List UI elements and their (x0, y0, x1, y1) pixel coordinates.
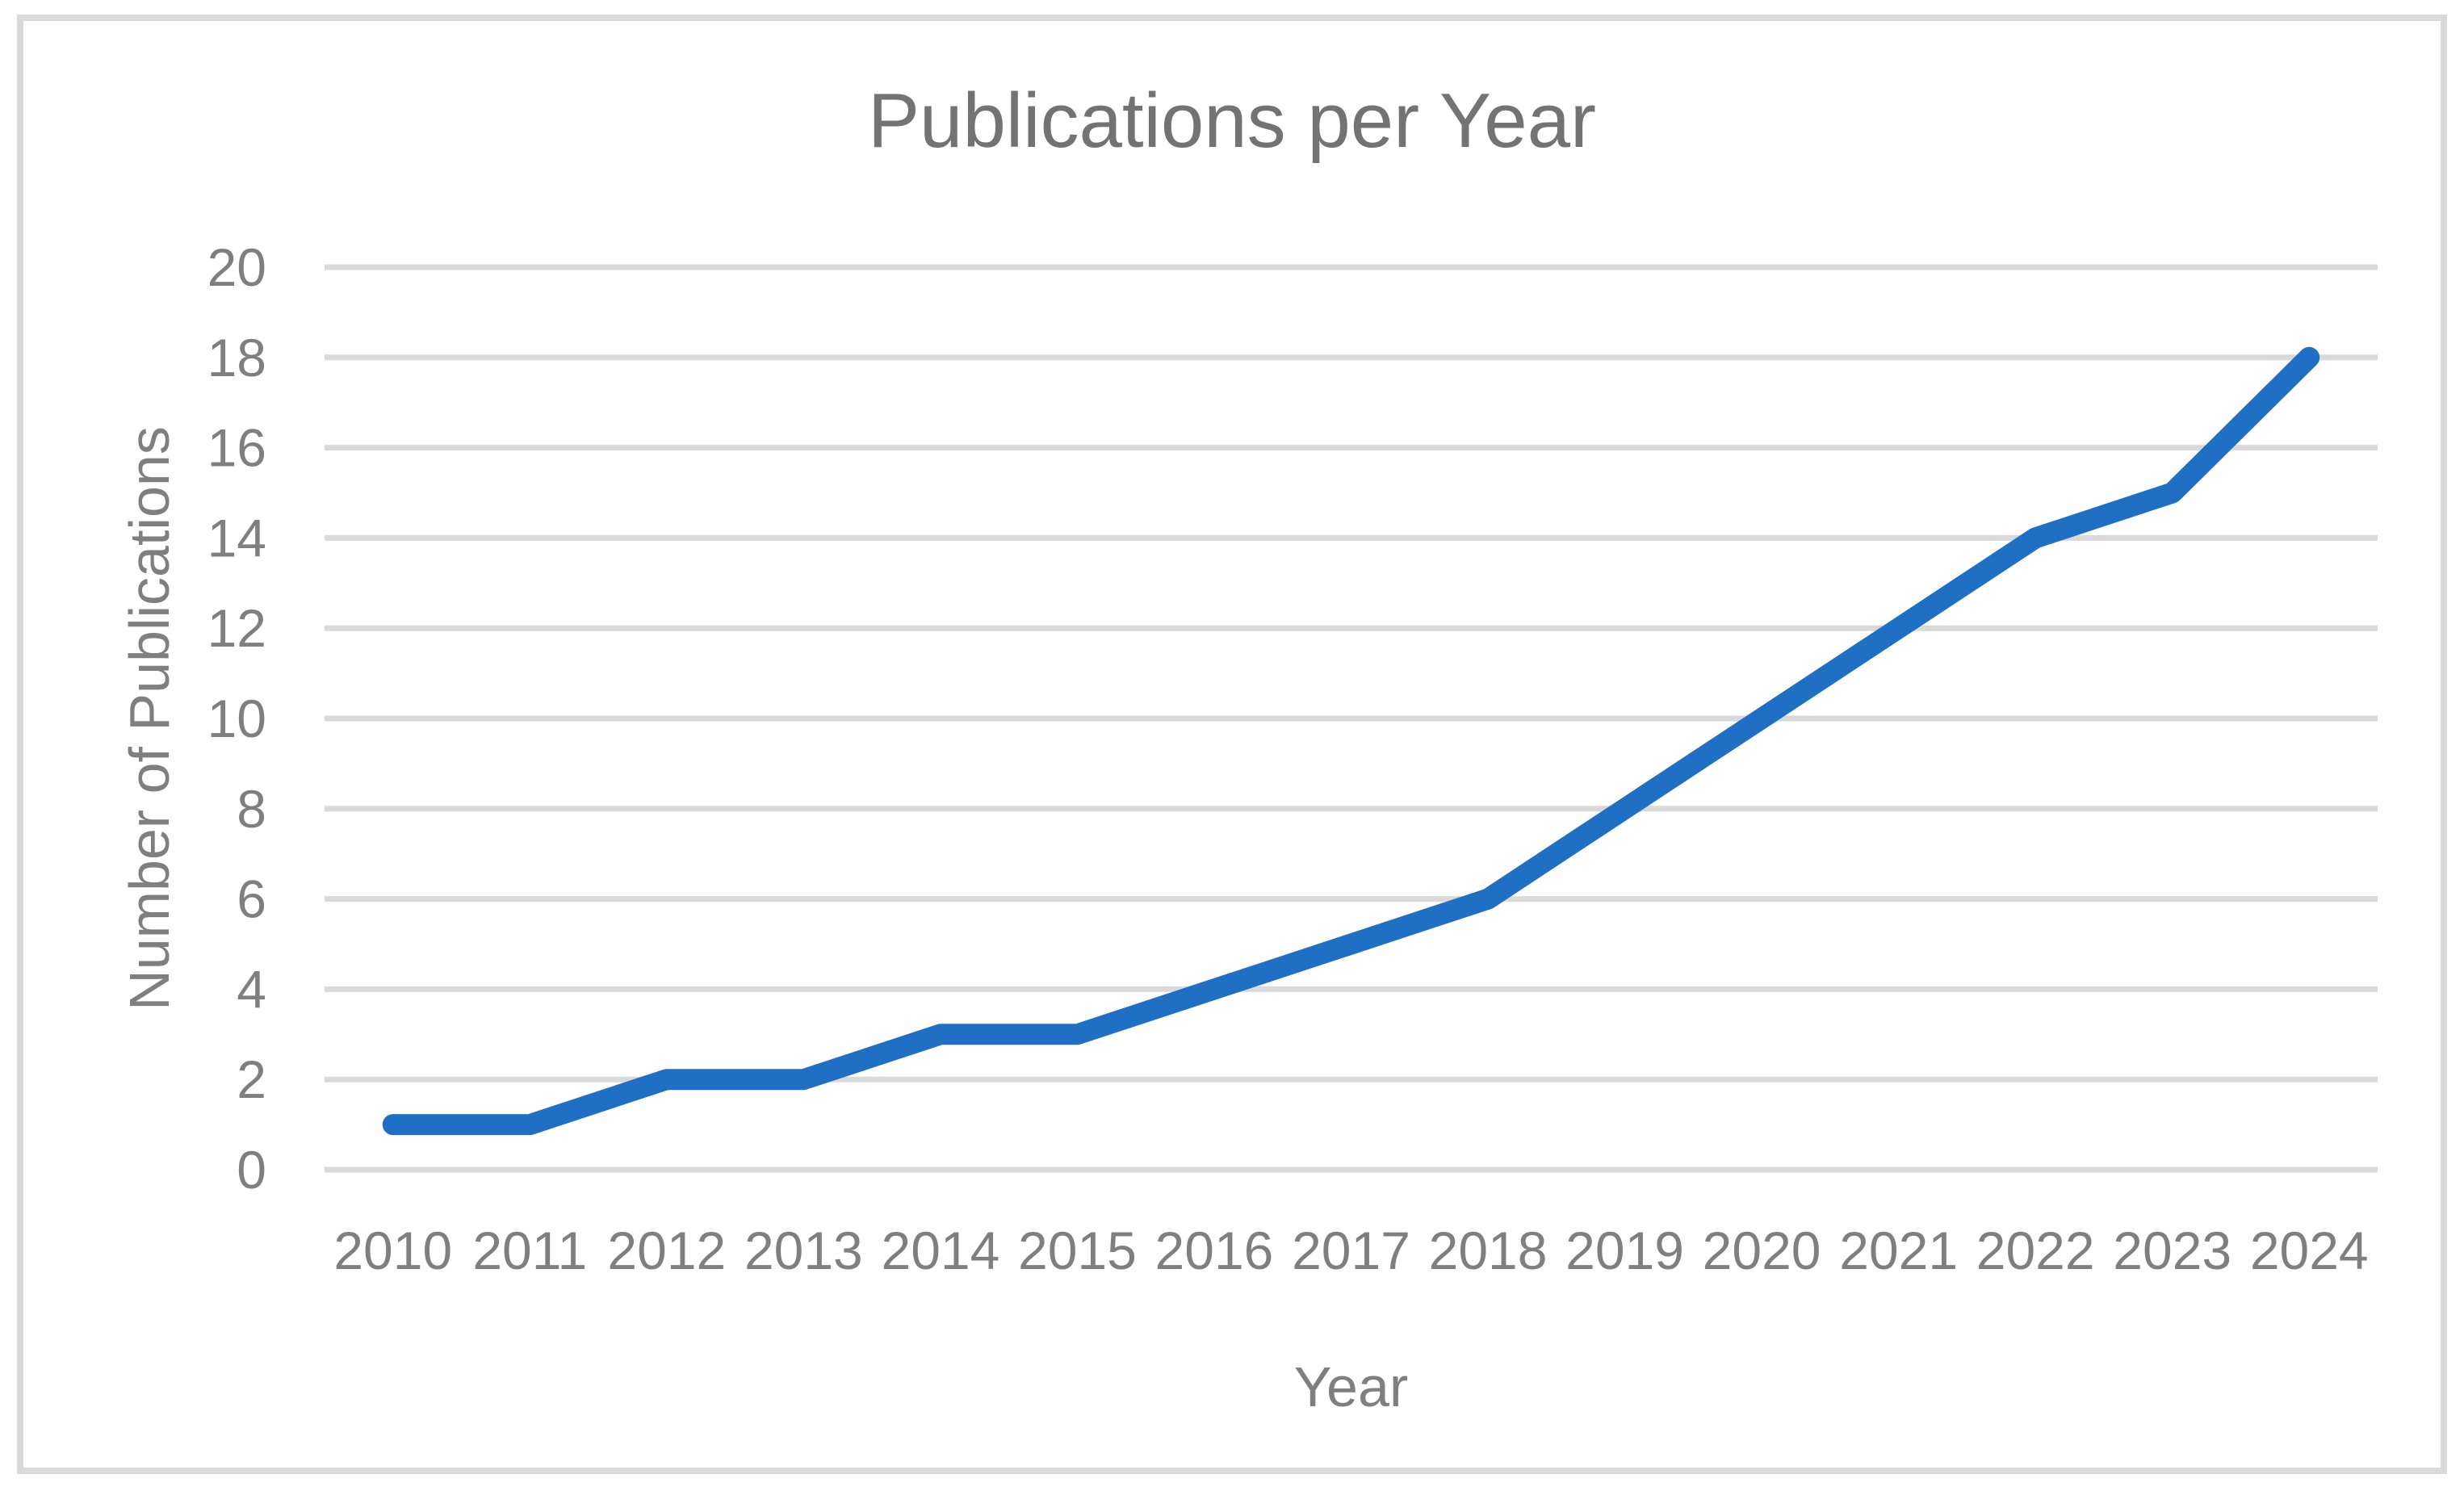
x-tick-label-2016: 2016 (1155, 1221, 1274, 1280)
gridlines-group (325, 264, 2378, 1173)
x-tick-label-2024: 2024 (2250, 1221, 2369, 1280)
y-tick-label-4: 4 (237, 959, 266, 1019)
x-tick-label-2022: 2022 (1976, 1221, 2095, 1280)
y-tick-label-10: 10 (207, 689, 266, 748)
y-tick-label-16: 16 (207, 418, 266, 478)
x-tick-label-2023: 2023 (2113, 1221, 2231, 1280)
x-tick-label-2011: 2011 (472, 1221, 587, 1280)
x-axis-tick-labels: 2010 2011 2012 2013 2014 2015 2016 2017 2018 2019… (333, 1221, 2368, 1280)
x-tick-label-2010: 2010 (333, 1221, 452, 1280)
series-line-publications (382, 346, 2320, 1136)
chart-border-frame (17, 15, 2447, 1474)
x-tick-label-2018: 2018 (1429, 1221, 1548, 1280)
chart-title: Publications per Year (868, 77, 1596, 164)
x-tick-label-2013: 2013 (744, 1221, 863, 1280)
y-axis-tick-labels: 0 2 4 6 8 10 12 14 16 18 20 (207, 237, 266, 1200)
x-tick-label-2015: 2015 (1018, 1221, 1137, 1280)
x-axis-title: Year (1293, 1355, 1409, 1418)
y-tick-label-8: 8 (237, 779, 266, 839)
x-tick-label-2017: 2017 (1292, 1221, 1410, 1280)
x-tick-label-2020: 2020 (1703, 1221, 1821, 1280)
y-tick-label-2: 2 (237, 1049, 266, 1109)
x-tick-label-2021: 2021 (1839, 1221, 1958, 1280)
x-tick-label-2019: 2019 (1565, 1221, 1684, 1280)
y-tick-label-6: 6 (237, 869, 266, 929)
y-tick-label-12: 12 (207, 598, 266, 658)
y-tick-label-20: 20 (207, 237, 266, 297)
x-tick-label-2012: 2012 (607, 1221, 726, 1280)
y-tick-label-14: 14 (207, 508, 266, 568)
y-tick-label-18: 18 (207, 328, 266, 387)
x-tick-label-2014: 2014 (881, 1221, 999, 1280)
y-tick-label-0: 0 (237, 1140, 266, 1200)
